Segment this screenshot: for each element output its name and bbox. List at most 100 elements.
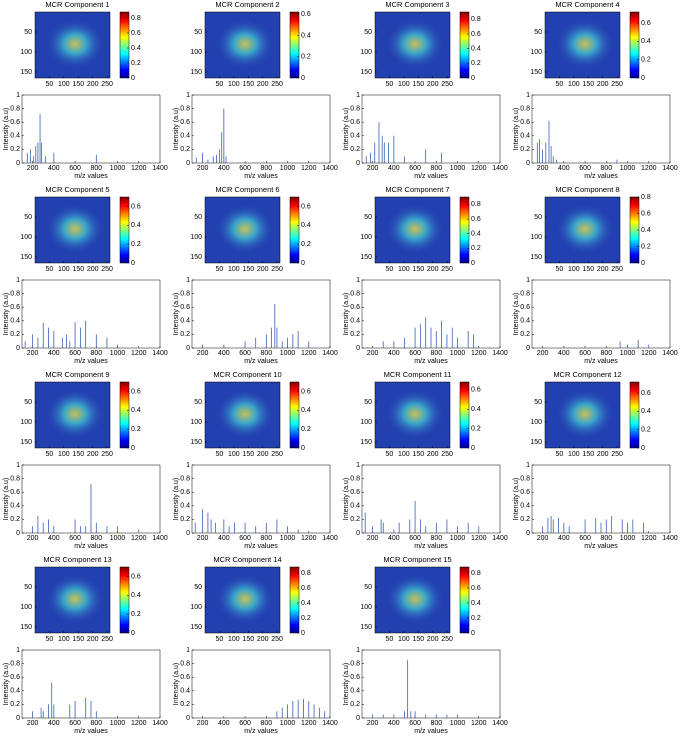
colorbar-tick-label: 0.4 [301,600,311,607]
x-tick-label: 1400 [152,535,168,542]
y-tick-label: 0.4 [520,503,530,510]
y-tick-label: 1 [186,647,190,654]
y-tick-label: 100 [190,49,202,56]
colorbar-tick-label: 0 [131,445,135,452]
x-tick-label: 200 [427,81,439,88]
x-tick-label: 200 [87,81,99,88]
image-blob [217,20,273,68]
y-tick-label: 100 [530,234,542,241]
x-tick-label: 800 [430,535,442,542]
panel-title: MCR Component 2 [215,0,279,9]
colorbar-tick-label: 0.4 [641,38,651,45]
x-tick-label: 1000 [280,165,296,172]
y-tick-label: 0.6 [180,119,190,126]
colorbar-tick-label: 0.6 [301,585,311,592]
y-tick-label: 0 [186,345,190,352]
y-tick-label: 0.8 [350,290,360,297]
panel-title: MCR Component 8 [555,185,619,194]
x-tick-label: 400 [218,535,230,542]
image-blob [387,205,443,253]
y-tick-label: 0.2 [10,701,20,708]
x-tick-label: 1200 [131,535,147,542]
y-tick-label: 0 [526,160,530,167]
x-tick-label: 50 [216,636,224,643]
x-tick-label: 50 [216,81,224,88]
x-tick-label: 250 [271,81,283,88]
y-tick-label: 0.6 [10,304,20,311]
x-tick-label: 1200 [471,350,487,357]
panel-title: MCR Component 4 [555,0,619,9]
colorbar-tick-label: 0.6 [301,11,311,18]
x-tick-label: 600 [409,535,421,542]
x-tick-label: 200 [27,720,39,727]
x-tick-label: 50 [216,451,224,458]
colorbar [459,566,470,634]
x-tick-label: 100 [398,451,410,458]
x-tick-label: 800 [260,535,272,542]
colorbar [119,566,130,634]
colorbar-tick-label: 0.2 [131,60,141,67]
y-axis-label: Intensity (a.u) [513,108,520,150]
x-tick-label: 1400 [492,165,508,172]
x-axis-label: m/z values [414,728,448,735]
image-frame [204,566,281,634]
x-tick-label: 400 [388,535,400,542]
x-tick-label: 150 [582,81,594,88]
panel-title: MCR Component 12 [553,370,621,379]
y-tick-label: 1 [186,462,190,469]
x-tick-label: 800 [90,350,102,357]
colorbar-tick-label: 0.4 [131,592,141,599]
x-tick-label: 50 [46,636,54,643]
x-tick-label: 200 [597,266,609,273]
x-tick-label: 1400 [322,350,338,357]
x-tick-label: 1000 [620,535,636,542]
y-tick-label: 100 [360,234,372,241]
colorbar-tick-label: 0.2 [641,427,651,434]
x-tick-label: 50 [46,266,54,273]
y-tick-label: 100 [190,604,202,611]
x-tick-label: 50 [386,266,394,273]
colorbar-tick-label: 0 [641,260,645,267]
y-tick-label: 0.8 [180,660,190,667]
x-tick-label: 1000 [280,350,296,357]
x-tick-label: 50 [556,451,564,458]
y-axis-label: Intensity (a.u) [3,663,10,705]
x-tick-label: 1400 [322,720,338,727]
image-blob [387,390,443,438]
colorbar-tick-label: 0.6 [131,573,141,580]
image-frame [374,381,451,449]
y-tick-label: 150 [190,69,202,76]
y-tick-label: 1 [186,277,190,284]
colorbar-tick-label: 0.8 [471,16,481,23]
x-tick-label: 200 [597,81,609,88]
colorbar-tick-label: 0.4 [641,408,651,415]
x-tick-label: 200 [427,266,439,273]
x-tick-label: 1400 [322,535,338,542]
y-tick-label: 0.4 [10,318,20,325]
colorbar-tick-label: 0.2 [471,245,481,252]
colorbar-tick-label: 0 [471,630,475,637]
image-blob [557,390,613,438]
panel-title: MCR Component 6 [215,185,279,194]
y-tick-label: 0.8 [180,105,190,112]
x-tick-label: 800 [430,165,442,172]
y-tick-label: 0 [186,715,190,722]
colorbar [119,11,130,79]
image-frame [204,11,281,79]
x-tick-label: 250 [611,81,623,88]
x-tick-label: 250 [441,266,453,273]
y-axis-label: Intensity (a.u) [173,663,180,705]
x-tick-label: 400 [388,165,400,172]
x-tick-label: 1400 [152,720,168,727]
x-tick-label: 1000 [450,720,466,727]
colorbar-tick-label: 0.6 [131,203,141,210]
y-tick-label: 1 [16,647,20,654]
y-tick-label: 0.6 [350,119,360,126]
y-axis-label: Intensity (a.u) [173,478,180,520]
y-tick-label: 0 [356,160,360,167]
y-axis-label: Intensity (a.u) [173,108,180,150]
x-tick-label: 1400 [492,350,508,357]
colorbar-tick-label: 0.2 [131,426,141,433]
y-tick-label: 150 [360,254,372,261]
colorbar-tick-label: 0.6 [471,31,481,38]
